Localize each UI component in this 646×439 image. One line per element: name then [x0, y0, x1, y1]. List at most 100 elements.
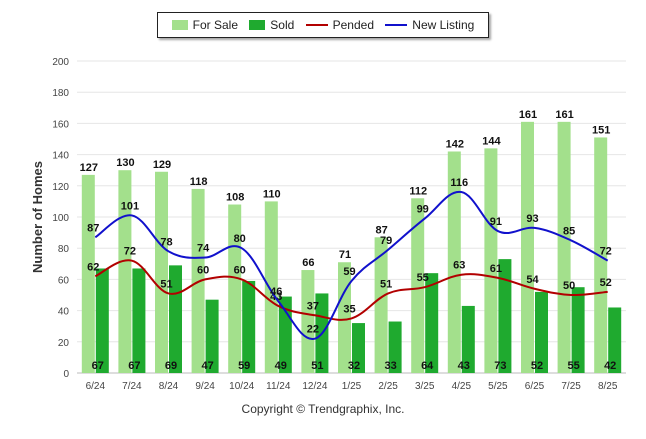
data-label-pended: 37: [307, 300, 319, 312]
bar-sold: [425, 273, 439, 373]
x-tick-label: 9/24: [195, 381, 215, 392]
x-tick-label: 12/24: [302, 381, 327, 392]
x-tick-label: 8/25: [598, 381, 618, 392]
bar-for-sale: [228, 204, 242, 373]
data-label-pended: 52: [600, 277, 612, 289]
data-label-new-listing: 46: [270, 286, 282, 298]
for-sale-swatch: [171, 20, 188, 30]
data-label-pended: 60: [197, 264, 209, 276]
data-label-sold: 32: [348, 360, 360, 372]
data-label-new-listing: 80: [234, 233, 246, 245]
y-tick-label: 0: [63, 369, 69, 380]
bar-for-sale: [301, 270, 315, 373]
bar-sold: [461, 305, 475, 373]
legend-label-for-sale: For Sale: [192, 18, 238, 32]
bar-for-sale: [521, 121, 534, 373]
new-listing-swatch: [385, 24, 408, 26]
bar-sold: [205, 299, 219, 373]
data-label-for-sale: 118: [190, 176, 208, 188]
data-label-for-sale: 161: [555, 109, 573, 121]
x-tick-label: 7/24: [122, 381, 142, 392]
y-tick-label: 200: [52, 57, 69, 68]
data-label-sold: 49: [275, 360, 287, 372]
y-tick-label: 180: [52, 88, 69, 99]
bar-for-sale: [264, 201, 278, 373]
data-label-new-listing: 101: [121, 200, 139, 212]
y-axis-label: Number of Homes: [30, 161, 45, 273]
line-pended: [94, 259, 608, 321]
data-label-for-sale: 161: [519, 109, 537, 121]
x-tick-label: 8/24: [159, 381, 179, 392]
data-label-sold: 69: [165, 360, 177, 372]
bar-sold: [571, 287, 585, 373]
data-label-for-sale: 66: [302, 257, 314, 269]
sold-swatch: [249, 20, 266, 30]
data-label-new-listing: 72: [600, 246, 612, 258]
data-label-sold: 55: [567, 360, 579, 372]
data-label-new-listing: 74: [197, 243, 210, 255]
data-label-new-listing: 85: [563, 225, 575, 237]
data-label-new-listing: 99: [417, 204, 429, 216]
legend-item-new-listing[interactable]: New Listing: [385, 18, 474, 32]
data-label-sold: 64: [421, 360, 434, 372]
data-label-sold: 59: [238, 360, 250, 372]
x-tick-label: 11/24: [266, 381, 291, 392]
bar-sold: [608, 307, 622, 373]
bar-for-sale: [557, 121, 571, 373]
data-label-for-sale: 110: [263, 188, 281, 200]
legend: For Sale Sold Pended New Listing: [157, 12, 489, 38]
legend-item-for-sale[interactable]: For Sale: [171, 18, 238, 32]
data-label-for-sale: 129: [153, 159, 171, 171]
bar-sold: [498, 259, 512, 373]
data-label-sold: 67: [128, 360, 140, 372]
legend-label-sold: Sold: [270, 18, 295, 32]
y-tick-label: 140: [52, 151, 69, 162]
x-tick-label: 10/24: [229, 381, 254, 392]
data-label-new-listing: 22: [307, 324, 319, 336]
data-label-new-listing: 91: [490, 216, 502, 228]
y-tick-label: 40: [58, 307, 70, 318]
data-label-new-listing: 93: [526, 213, 538, 225]
x-tick-label: 1/25: [342, 381, 362, 392]
data-label-pended: 61: [490, 263, 502, 275]
bar-for-sale: [155, 171, 168, 373]
x-tick-label: 5/25: [488, 381, 508, 392]
legend-item-sold[interactable]: Sold: [249, 18, 294, 32]
y-tick-label: 100: [52, 213, 69, 224]
bar-for-sale: [411, 198, 425, 373]
data-label-for-sale: 142: [446, 138, 464, 150]
data-label-new-listing: 78: [160, 236, 172, 248]
bar-sold: [388, 321, 402, 373]
data-label-pended: 62: [87, 261, 99, 273]
data-label-pended: 63: [453, 260, 465, 272]
x-tick-label: 2/25: [378, 381, 398, 392]
data-label-sold: 47: [201, 360, 213, 372]
y-tick-label: 20: [58, 338, 70, 349]
data-label-for-sale: 112: [409, 185, 427, 197]
data-label-new-listing: 116: [450, 177, 468, 189]
data-label-for-sale: 151: [592, 124, 610, 136]
data-label-new-listing: 59: [343, 266, 355, 278]
bar-for-sale: [594, 137, 608, 373]
x-tick-label: 4/25: [452, 381, 472, 392]
data-label-sold: 52: [531, 360, 543, 372]
pended-swatch: [305, 24, 328, 26]
data-label-pended: 54: [526, 274, 539, 286]
data-label-new-listing: 87: [87, 222, 99, 234]
data-label-sold: 73: [494, 360, 506, 372]
legend-label-new-listing: New Listing: [412, 18, 475, 32]
bar-sold: [535, 291, 548, 373]
legend-item-pended[interactable]: Pended: [305, 18, 374, 32]
data-label-pended: 35: [343, 303, 355, 315]
bar-for-sale: [484, 148, 498, 373]
bar-for-sale: [374, 237, 388, 373]
data-label-sold: 42: [604, 360, 616, 372]
data-label-sold: 67: [92, 360, 104, 372]
x-tick-label: 3/25: [415, 381, 435, 392]
y-tick-label: 60: [58, 275, 70, 286]
bar-sold: [352, 323, 365, 373]
data-label-pended: 51: [160, 278, 172, 290]
data-label-sold: 51: [311, 360, 323, 372]
y-tick-label: 160: [52, 119, 69, 130]
